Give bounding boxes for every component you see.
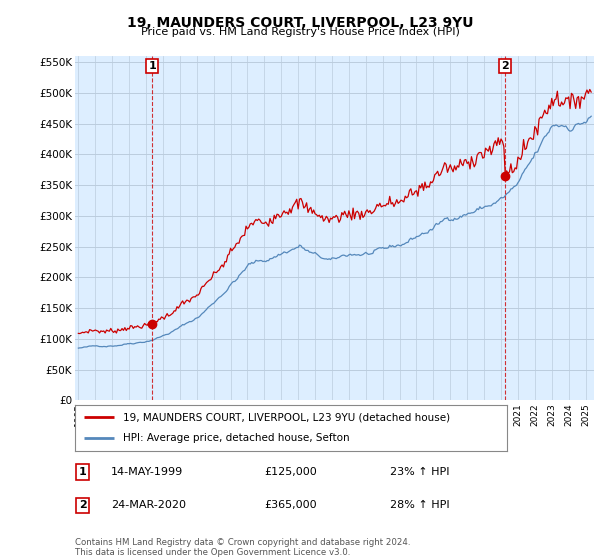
Text: 2: 2 (501, 61, 509, 71)
Text: £365,000: £365,000 (264, 501, 317, 510)
Text: Contains HM Land Registry data © Crown copyright and database right 2024.
This d: Contains HM Land Registry data © Crown c… (75, 538, 410, 557)
Text: 28% ↑ HPI: 28% ↑ HPI (390, 501, 449, 510)
Text: 24-MAR-2020: 24-MAR-2020 (111, 501, 186, 510)
Text: 14-MAY-1999: 14-MAY-1999 (111, 467, 183, 477)
Text: £125,000: £125,000 (264, 467, 317, 477)
Text: Price paid vs. HM Land Registry's House Price Index (HPI): Price paid vs. HM Land Registry's House … (140, 27, 460, 37)
Text: 1: 1 (148, 61, 156, 71)
Text: 1: 1 (79, 467, 86, 477)
Text: 19, MAUNDERS COURT, LIVERPOOL, L23 9YU (detached house): 19, MAUNDERS COURT, LIVERPOOL, L23 9YU (… (122, 412, 449, 422)
Text: HPI: Average price, detached house, Sefton: HPI: Average price, detached house, Seft… (122, 433, 349, 444)
Text: 19, MAUNDERS COURT, LIVERPOOL, L23 9YU: 19, MAUNDERS COURT, LIVERPOOL, L23 9YU (127, 16, 473, 30)
Text: 23% ↑ HPI: 23% ↑ HPI (390, 467, 449, 477)
Text: 2: 2 (79, 501, 86, 510)
